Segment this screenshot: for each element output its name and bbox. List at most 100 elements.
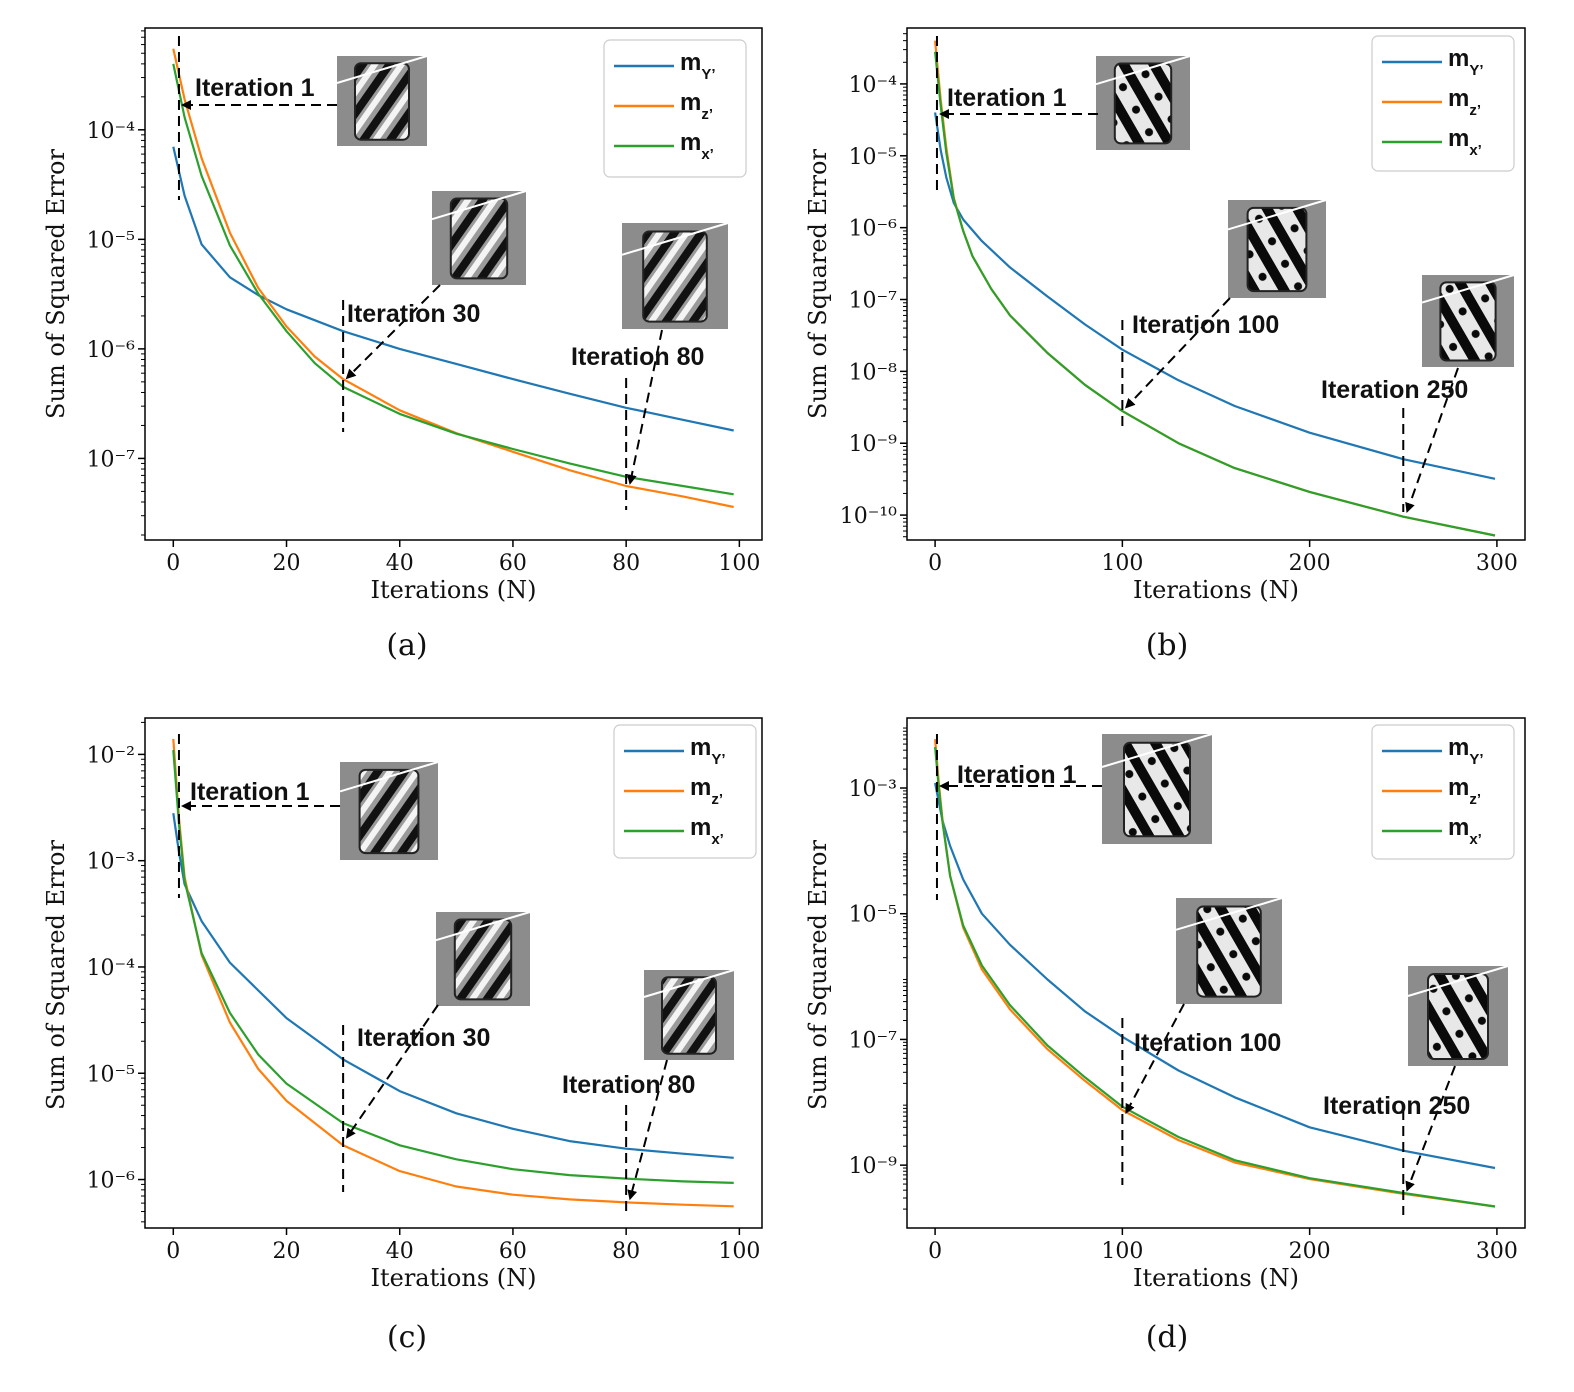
annotation-arrow [345,1004,439,1139]
y-tick-label: 10⁻⁵ [849,145,897,170]
y-tick-label: 10⁻⁵ [87,228,135,253]
panel-caption: (c) [387,1320,427,1355]
panel-caption: (b) [1146,628,1189,663]
annotation-label: Iteration 100 [1134,1029,1281,1057]
y-tick-label: 10⁻⁵ [849,903,897,928]
series-line-x [934,746,1496,1208]
legend-subscript: x’ [701,146,714,163]
thumbnail-pattern [1246,206,1308,293]
plot-frame [906,717,1526,1229]
legend-subscript: x’ [711,831,724,848]
x-tick-label: 0 [928,1239,942,1264]
plot-frame [144,27,763,541]
series-line-y [934,782,1496,1170]
thumbnail-edge-highlight [621,222,729,256]
legend-box [1371,35,1515,172]
legend: mY’mz’mx’ [613,724,757,859]
annotation-label: Iteration 30 [347,300,480,328]
legend-box [603,39,747,178]
thumbnail-pattern [661,976,717,1055]
legend-subscript: x’ [1469,142,1482,159]
x-tick-label: 0 [166,551,180,576]
y-tick-label: 10⁻⁶ [87,338,136,363]
thumbnail-edge-highlight [1227,199,1327,231]
thumbnail-pattern [358,768,420,855]
thumbnail-edge-highlight [336,55,428,84]
reconstruction-thumbnail [431,190,527,285]
y-tick-label: 10⁻⁹ [849,1154,898,1179]
reconstruction-thumbnail [643,969,735,1060]
annotation-arrow [345,284,441,380]
y-tick-label: 10⁻⁴ [87,119,136,144]
x-tick-label: 100 [1101,1239,1143,1264]
reconstruction-thumbnail [339,761,439,860]
x-tick-label: 0 [928,551,942,576]
y-tick-label: 10⁻³ [849,777,897,802]
reconstruction-thumbnail [1101,733,1213,844]
y-axis-label: Sum of Squared Error [804,840,832,1110]
x-tick-label: 0 [166,1239,180,1264]
thumbnail-pattern [1123,741,1191,838]
legend-subscript: Y’ [1469,751,1483,768]
legend: mY’mz’mx’ [1371,724,1515,860]
x-tick-label: 80 [612,1239,640,1264]
annotation-arrow [627,1059,668,1201]
y-tick-label: 10⁻⁷ [849,288,898,313]
y-tick-label: 10⁻⁹ [849,432,898,457]
y-tick-label: 10⁻² [87,743,135,768]
x-tick-label: 60 [499,551,527,576]
series-line-y [172,146,734,432]
thumbnail-pattern [449,197,509,280]
annotation-label: Iteration 1 [195,74,315,102]
thumbnail-edge-highlight [431,190,527,221]
legend-subscript: Y’ [701,66,715,83]
thumbnail-pattern [453,918,513,1001]
x-tick-label: 200 [1289,551,1331,576]
annotation-label: Iteration 1 [947,84,1067,112]
x-tick-label: 80 [612,551,640,576]
thumbnail-edge-highlight [1421,274,1515,304]
panel-caption: (d) [1146,1320,1189,1355]
thumbnail-edge-highlight [339,761,439,793]
y-axis-label: Sum of Squared Error [42,840,70,1110]
thumbnail-edge-highlight [643,969,735,998]
thumbnail-pattern [1196,905,1262,998]
legend: mY’mz’mx’ [1371,35,1515,172]
y-tick-label: 10⁻¹⁰ [840,504,897,529]
x-tick-label: 100 [718,551,760,576]
annotation-label: Iteration 250 [1321,376,1468,404]
annotation-arrow [1125,1003,1185,1115]
thumbnail-pattern [1439,281,1497,362]
thumbnail-edge-highlight [1101,733,1213,768]
y-tick-label: 10⁻⁴ [849,73,898,98]
y-tick-label: 10⁻⁶ [849,217,898,242]
annotation-arrow [1124,297,1231,409]
reconstruction-thumbnail [1095,55,1191,150]
reconstruction-thumbnail [621,222,729,329]
chart-panel-c: 0 20 40 60 80 100 10⁻⁶ 10⁻⁵ 10⁻⁴ 10⁻³ 10⁻² Iteratio… [42,717,763,1355]
y-axis-label: Sum of Squared Error [804,149,832,419]
x-axis-label: Iterations (N) [1133,1264,1299,1292]
y-tick-label: 10⁻⁷ [87,447,136,472]
x-tick-label: 20 [273,551,301,576]
annotation-arrow [1405,367,1459,513]
x-tick-label: 200 [1289,1239,1331,1264]
reconstruction-thumbnail [336,55,428,146]
thumbnail-edge-highlight [435,911,531,942]
annotation-arrow [1405,1065,1456,1192]
annotation-label: Iteration 1 [190,778,310,806]
thumbnail-edge-highlight [1175,897,1283,931]
chart-panel-b: 0 100 200 300 10⁻¹⁰ 10⁻⁹ 10⁻⁸ 10⁻⁷ 10⁻⁶ 10⁻⁵ 10⁻⁴ I… [804,27,1526,663]
annotation-label: Iteration 100 [1132,311,1279,339]
annotation-label: Iteration 80 [571,343,704,371]
x-tick-label: 40 [386,551,414,576]
x-tick-label: 300 [1476,1239,1518,1264]
annotation-label: Iteration 1 [957,761,1077,789]
series-line-x [934,51,1496,537]
x-tick-label: 20 [273,1239,301,1264]
x-tick-label: 60 [499,1239,527,1264]
y-tick-label: 10⁻⁶ [87,1169,136,1194]
series-line-y [934,112,1496,480]
reconstruction-thumbnail [435,911,531,1006]
legend-subscript: Y’ [1469,62,1483,79]
